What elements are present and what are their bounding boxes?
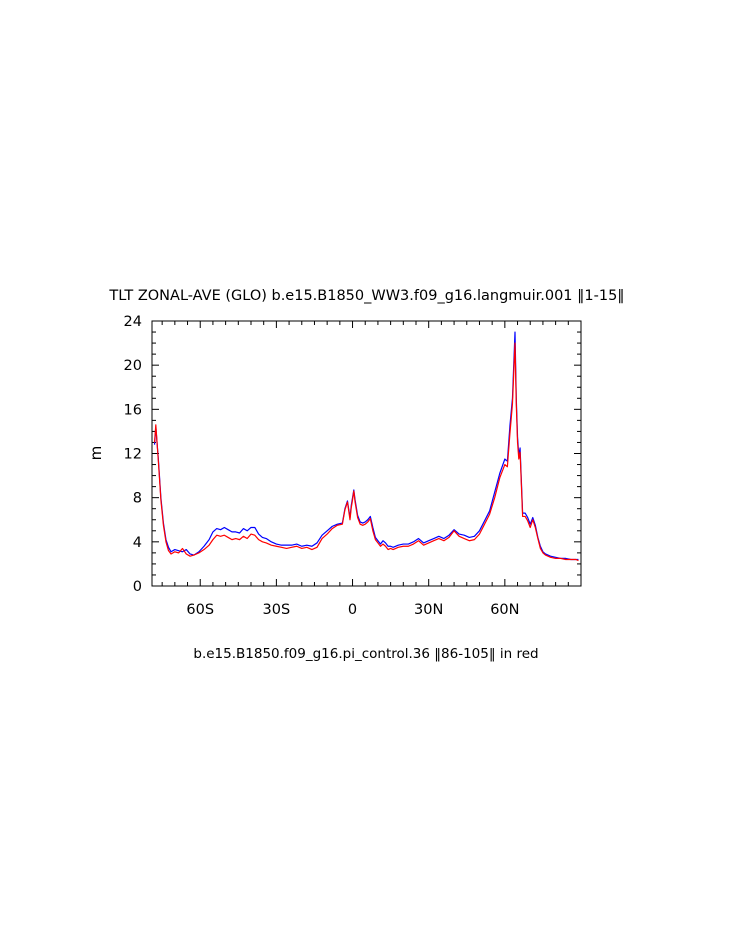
y-axis-label: m (87, 446, 105, 461)
x-tick-label: 30S (263, 602, 291, 618)
chart-subtitle: b.e15.B1850.f09_g16.pi_control.36 ‖86-10… (193, 646, 538, 662)
series-line-red (153, 342, 579, 562)
series-layer (153, 331, 579, 562)
x-tick-label: 60N (490, 602, 519, 618)
x-tick-label: 30N (414, 602, 443, 618)
y-tick-label: 0 (133, 579, 142, 595)
x-tick-label: 60S (186, 602, 214, 618)
y-tick-label: 8 (133, 491, 142, 507)
axis-ticks: 0 4 8 12 16 20 24 60S 30S 0 30N 60N (124, 314, 582, 618)
y-tick-label: 12 (124, 447, 142, 463)
y-tick-label: 16 (124, 402, 142, 418)
y-tick-label: 4 (133, 535, 142, 551)
plot-frame (151, 320, 582, 587)
x-tick-label: 0 (348, 602, 357, 618)
y-tick-label: 20 (124, 358, 142, 374)
chart-title: TLT ZONAL-AVE (GLO) b.e15.B1850_WW3.f09_… (108, 288, 624, 304)
y-tick-label: 24 (124, 314, 142, 330)
